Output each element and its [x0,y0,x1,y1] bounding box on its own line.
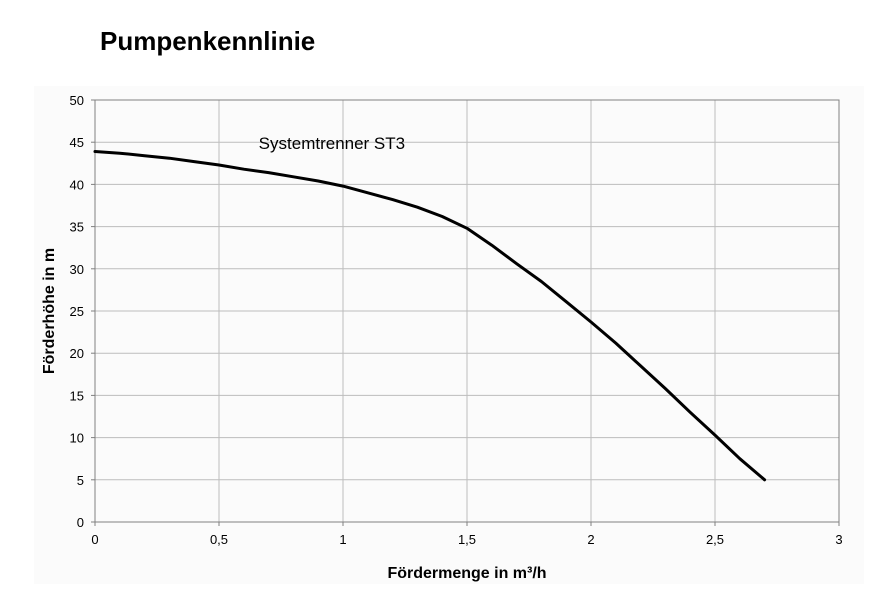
x-tick-label: 1,5 [458,532,476,547]
x-tick-label: 0,5 [210,532,228,547]
y-tick-label: 10 [70,431,84,446]
y-tick-label: 45 [70,135,84,150]
y-axis-title: Förderhöhe in m [41,248,58,374]
grid [95,100,839,522]
y-tick-label: 25 [70,304,84,319]
x-tick-label: 0 [91,532,98,547]
y-tick-label: 15 [70,388,84,403]
x-axis-title: Fördermenge in m³/h [387,565,546,582]
y-tick-label: 35 [70,220,84,235]
y-tick-label: 40 [70,177,84,192]
series-group [93,150,767,482]
curve-annotation: Systemtrenner ST3 [259,134,405,153]
x-tick-label: 2,5 [706,532,724,547]
y-tick-label: 5 [77,473,84,488]
x-tick-label: 1 [339,532,346,547]
y-tick-label: 30 [70,262,84,277]
y-tick-label: 20 [70,346,84,361]
page-title: Pumpenkennlinie [100,26,316,56]
series-line [93,150,767,482]
annotations: Systemtrenner ST3 [259,134,405,153]
y-tick-label: 0 [77,515,84,530]
y-tick-label: 50 [70,93,84,108]
chart-area: 0 0,5 1 1,5 2 2,5 3 0 5 10 15 20 25 30 35 40 45 50 System… [34,86,864,584]
x-tick-label: 3 [835,532,842,547]
x-tick-label: 2 [587,532,594,547]
